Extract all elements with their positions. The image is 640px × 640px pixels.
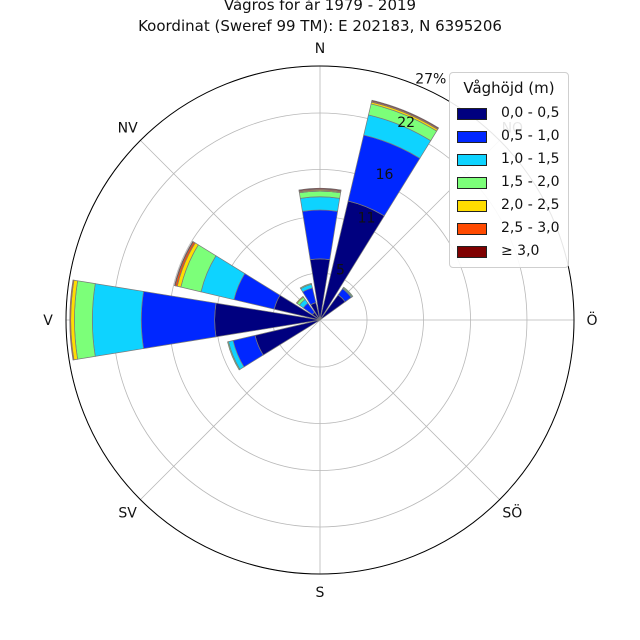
rose-segment [371, 99, 440, 130]
rose-segment [91, 283, 144, 357]
legend-swatch [457, 131, 487, 143]
legend-title: Våghöjd (m) [463, 79, 555, 97]
rose-segment [298, 188, 342, 192]
legend-swatch [457, 246, 487, 258]
radial-tick-label: 5 [336, 263, 345, 279]
direction-label: NV [118, 121, 138, 137]
grid-spoke [140, 319, 321, 500]
legend-swatch [457, 200, 487, 212]
legend-label: ≥ 3,0 [501, 243, 540, 259]
rose-segment [299, 282, 312, 290]
legend-item: 1,5 - 2,0 [457, 174, 565, 195]
legend-swatch [457, 223, 487, 235]
direction-label: SÖ [502, 503, 522, 521]
rose-segment [299, 196, 341, 212]
legend-label: 1,0 - 1,5 [501, 151, 560, 167]
direction-label: Ö [586, 311, 597, 329]
legend-label: 0,0 - 0,5 [501, 105, 560, 121]
grid-spoke [319, 319, 500, 500]
legend-item: ≥ 3,0 [457, 243, 565, 264]
rose-sectors [69, 99, 440, 371]
rose-segment [342, 286, 354, 298]
radial-tick-label: 27% [415, 71, 446, 87]
rose-segment [227, 341, 241, 371]
legend-item: 2,5 - 3,0 [457, 220, 565, 241]
rose-segment [174, 240, 195, 287]
legend-item: 0,0 - 0,5 [457, 105, 565, 126]
rose-segment [69, 279, 75, 361]
chart-subtitle: Koordinat (Sweref 99 TM): E 202183, N 63… [138, 17, 502, 35]
legend-label: 1,5 - 2,0 [501, 174, 560, 190]
legend-item: 2,0 - 2,5 [457, 197, 565, 218]
direction-label: N [315, 41, 325, 57]
rose-segment [140, 291, 217, 349]
legend-label: 0,5 - 1,0 [501, 128, 560, 144]
legend-swatch [457, 108, 487, 120]
radial-tick-label: 22 [397, 115, 415, 131]
rose-segment [295, 295, 304, 304]
direction-label: SV [118, 505, 137, 521]
rose-segment [302, 209, 338, 261]
legend-label: 2,5 - 3,0 [501, 220, 560, 236]
legend-label: 2,0 - 2,5 [501, 197, 560, 213]
legend-item: 0,5 - 1,0 [457, 128, 565, 149]
radial-tick-label: 11 [358, 210, 376, 226]
chart-title: Vågros för år 1979 - 2019 [223, 0, 417, 14]
legend-swatch [457, 154, 487, 166]
rose-segment [74, 280, 96, 360]
legend-item: 1,0 - 1,5 [457, 151, 565, 172]
legend: Våghöjd (m) 0,0 - 0,5 0,5 - 1,0 1,0 - 1,… [449, 72, 569, 268]
legend-swatch [457, 177, 487, 189]
direction-label: V [43, 313, 53, 329]
grid-spoke [140, 140, 321, 321]
radial-tick-label: 16 [376, 167, 394, 183]
polar-frame [65, 65, 575, 575]
direction-label: S [316, 585, 325, 601]
